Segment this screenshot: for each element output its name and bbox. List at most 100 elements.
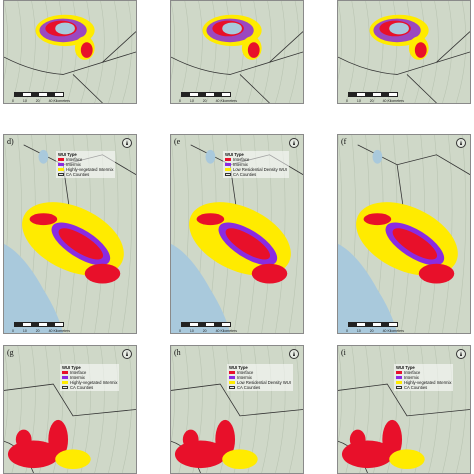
legend-swatch (396, 386, 402, 389)
map-canvas (171, 1, 303, 103)
map-legend: WUI Type Interface Intermix Low Residential… (223, 151, 289, 178)
legend-swatch (229, 376, 235, 379)
north-arrow-icon (456, 138, 466, 148)
scale-label: 40 Kilometers (382, 99, 404, 103)
map-canvas (4, 1, 136, 103)
legend-swatch (58, 163, 64, 166)
scale-label: 0 (179, 329, 181, 333)
legend-item: Interface (62, 370, 117, 375)
legend-item: Interface (229, 370, 291, 375)
legend-item: CA Counties (62, 385, 117, 390)
map-legend: WUI Type Interface Intermix Highly-vegetate… (60, 364, 120, 391)
scale-labels: 0 10 20 40 Kilometers (346, 329, 404, 333)
scale-label: 10 (189, 329, 194, 333)
legend-item: Intermix (229, 375, 291, 380)
panel-label: (i (341, 348, 346, 357)
legend-label: Intermix (70, 375, 85, 380)
legend-swatch (58, 158, 64, 161)
legend-title: WUI Type (62, 365, 81, 370)
scale-labels: 0 10 20 40 Kilometers (12, 329, 70, 333)
legend-swatch (225, 163, 231, 166)
legend-item: Interface (58, 157, 113, 162)
north-arrow-icon (289, 138, 299, 148)
map-legend: WUI Type Interface Intermix Low Residential… (227, 364, 293, 391)
panel-label: d) (7, 137, 14, 146)
map-panel-b: 0 10 20 40 Kilometers (170, 0, 304, 104)
scale-bar (348, 322, 398, 327)
legend-item: CA Counties (225, 172, 287, 177)
scale-label: 10 (356, 329, 361, 333)
map-legend: WUI Type Interface Intermix Highly-vegetate… (56, 151, 116, 178)
legend-label: Interface (233, 157, 250, 162)
scale-bar (348, 92, 398, 97)
legend-item: Intermix (225, 162, 287, 167)
legend-label: Low Residential Density WUI (233, 167, 287, 172)
scale-labels: 0 10 20 40 Kilometers (179, 99, 237, 103)
map-panel-f: (f 0 10 20 40 Kilometers (337, 134, 471, 334)
map-canvas (338, 135, 470, 333)
scale-label: 10 (22, 329, 27, 333)
legend-title: WUI Type (225, 152, 244, 157)
north-arrow-icon (122, 138, 132, 148)
legend-label: Interface (70, 370, 87, 375)
legend-label: Highly-vegetated Intermix (70, 380, 118, 385)
scale-label: 20 (35, 99, 40, 103)
map-canvas (338, 1, 470, 103)
legend-label: Intermix (66, 162, 81, 167)
scale-label: 40 Kilometers (48, 99, 70, 103)
legend-label: Highly-vegetated Intermix (404, 380, 452, 385)
legend-swatch (62, 386, 68, 389)
legend-item: Highly-vegetated Intermix (58, 167, 113, 172)
legend-swatch (225, 173, 231, 176)
legend-item: Interface (225, 157, 287, 162)
map-legend: WUI Type Interface Intermix Highly-vegetate… (394, 364, 454, 391)
scale-label: 40 Kilometers (215, 99, 237, 103)
scale-labels: 0 10 20 40 Kilometers (179, 329, 237, 333)
legend-swatch (62, 376, 68, 379)
legend-label: Low Residential Density WUI (237, 380, 291, 385)
scale-label: 20 (35, 329, 40, 333)
scale-label: 10 (356, 99, 361, 103)
legend-label: Intermix (404, 375, 419, 380)
scale-label: 0 (179, 99, 181, 103)
map-panel-h: (h WUI Type Interface Intermix Low Residenti… (170, 345, 304, 474)
scale-labels: 0 10 20 40 Kilometers (12, 99, 70, 103)
legend-item: Low Residential Density WUI (225, 167, 287, 172)
scale-bar (181, 322, 231, 327)
legend-label: CA Counties (237, 385, 261, 390)
legend-item: CA Counties (396, 385, 451, 390)
scale-bar (181, 92, 231, 97)
map-panel-g: (g WUI Type Interface Intermix Highly-vegeta… (3, 345, 137, 474)
scale-label: 20 (202, 329, 207, 333)
legend-item: Intermix (58, 162, 113, 167)
scale-label: 40 Kilometers (382, 329, 404, 333)
scale-label: 0 (12, 329, 14, 333)
legend-title: WUI Type (58, 152, 77, 157)
map-panel-e: (e WUI Type Interface Intermix Low Residenti… (170, 134, 304, 334)
scale-bar (14, 322, 64, 327)
legend-title: WUI Type (229, 365, 248, 370)
scale-label: 40 Kilometers (215, 329, 237, 333)
north-arrow-icon (289, 349, 299, 359)
scale-label: 20 (369, 329, 374, 333)
legend-label: Interface (404, 370, 421, 375)
panel-label: (e (174, 137, 181, 146)
legend-label: CA Counties (70, 385, 94, 390)
legend-label: CA Counties (233, 172, 257, 177)
legend-label: Intermix (237, 375, 252, 380)
panel-label: (h (174, 348, 181, 357)
scale-label: 0 (346, 329, 348, 333)
legend-item: Highly-vegetated Intermix (62, 380, 117, 385)
legend-item: Highly-vegetated Intermix (396, 380, 451, 385)
legend-item: Interface (396, 370, 451, 375)
scale-bar (14, 92, 64, 97)
legend-label: Interface (237, 370, 254, 375)
legend-swatch (62, 381, 68, 384)
scale-label: 10 (22, 99, 27, 103)
legend-item: CA Counties (229, 385, 291, 390)
legend-swatch (225, 168, 231, 171)
map-panel-a: 0 10 20 40 Kilometers (3, 0, 137, 104)
scale-label: 10 (189, 99, 194, 103)
legend-title: WUI Type (396, 365, 415, 370)
legend-swatch (229, 381, 235, 384)
